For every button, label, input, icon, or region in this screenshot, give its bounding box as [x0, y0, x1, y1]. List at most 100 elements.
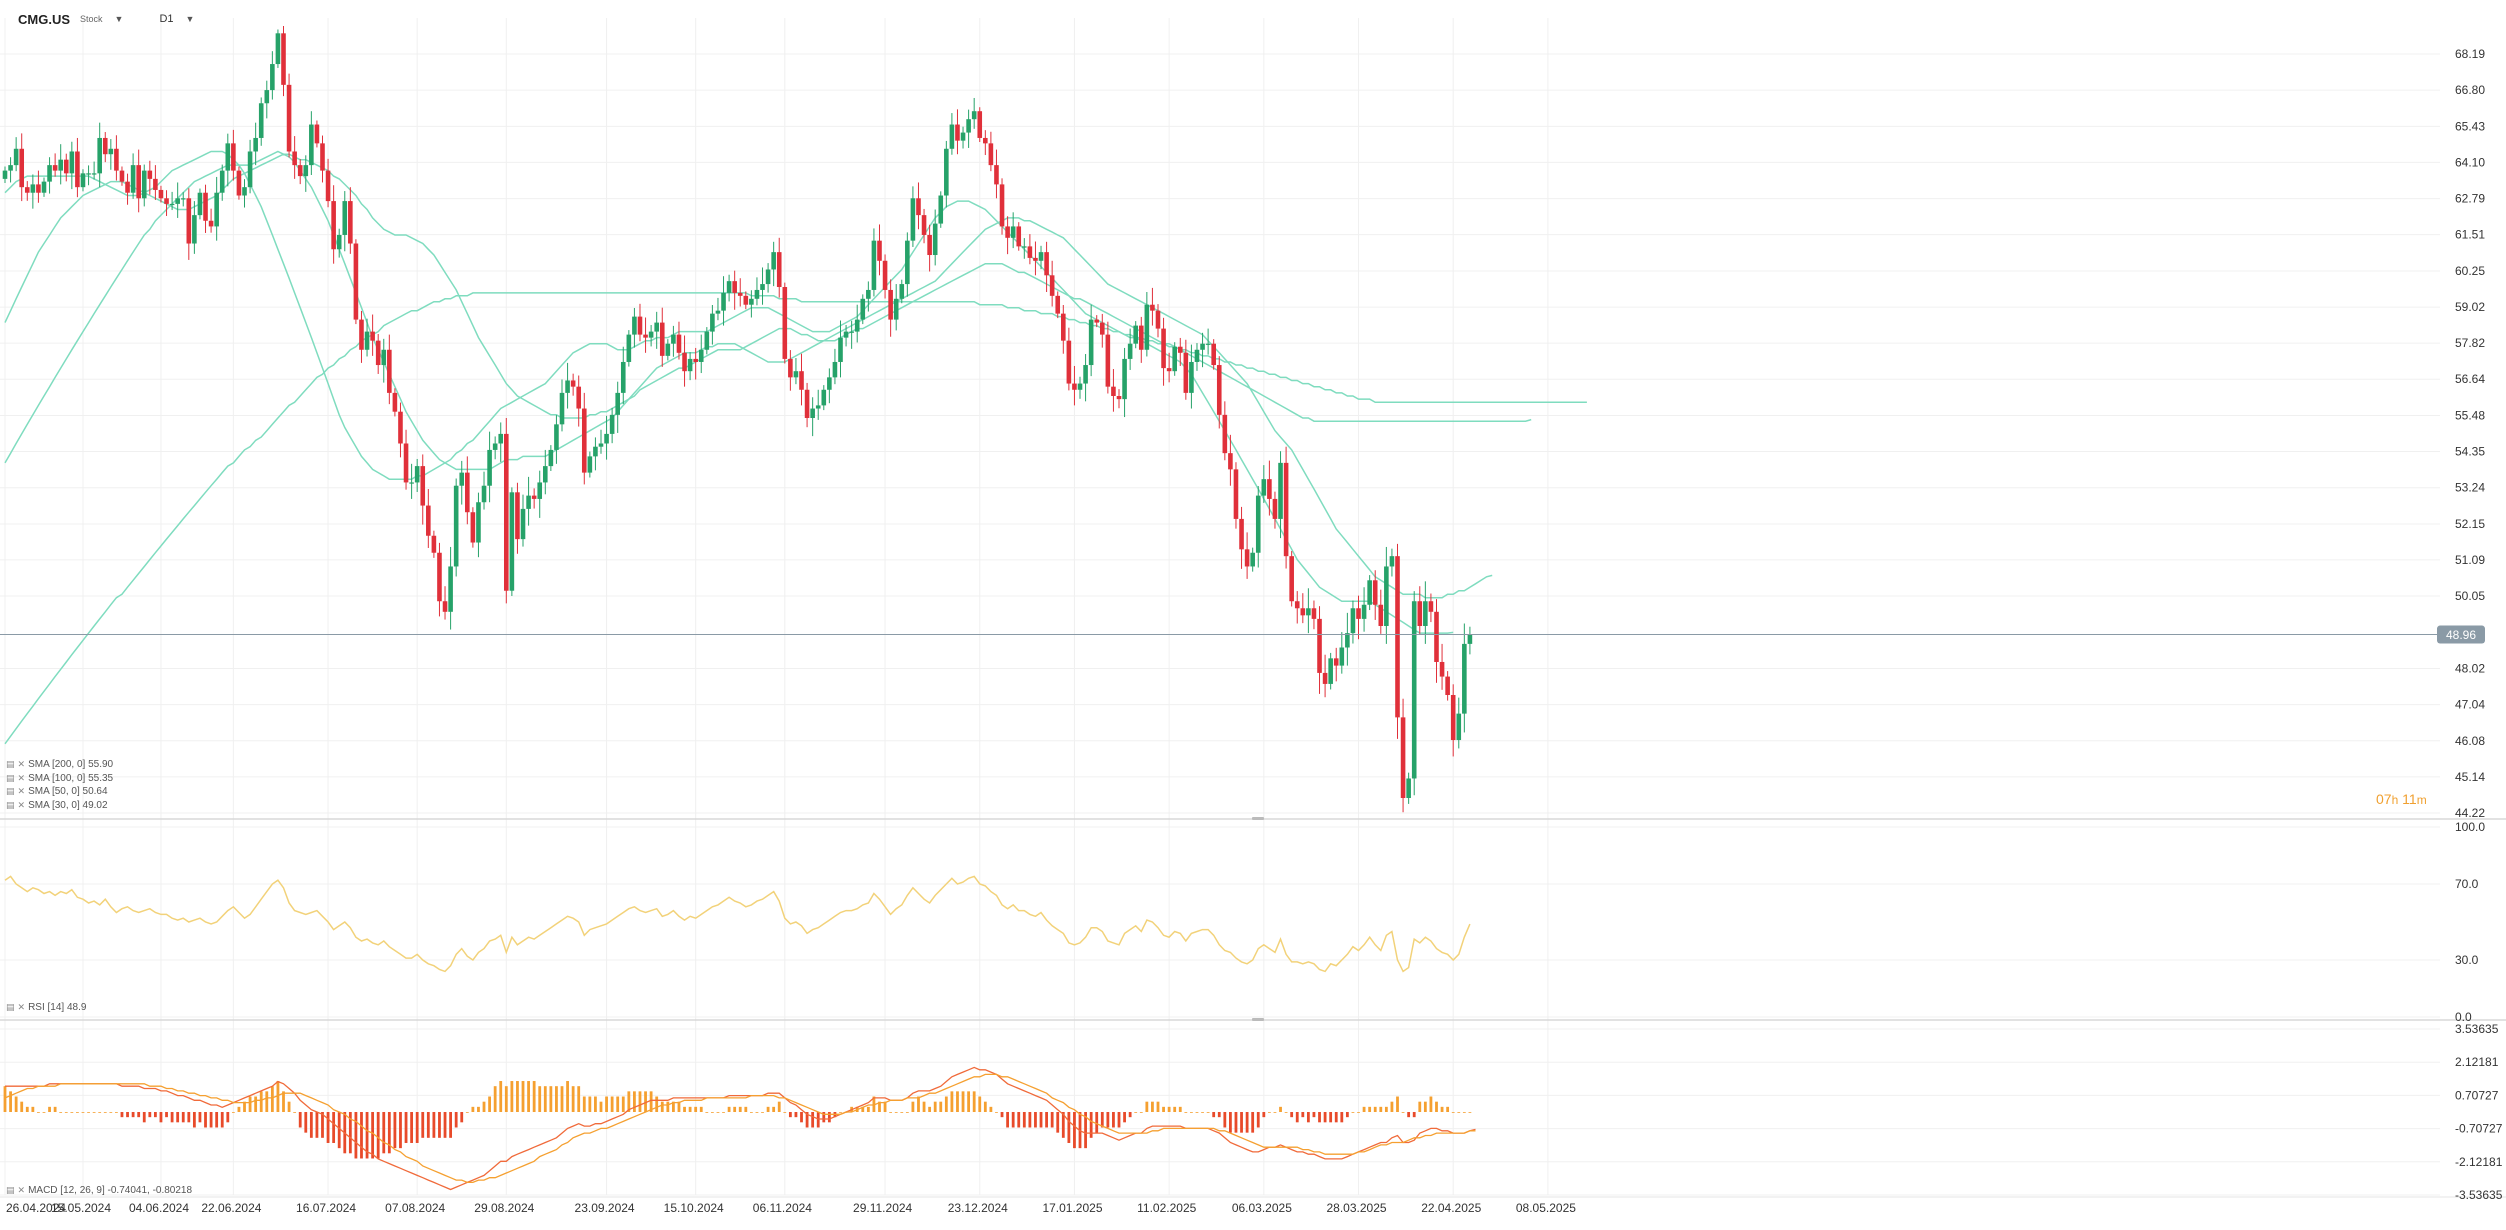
rsi-line	[4, 875, 1471, 973]
candle-up	[520, 508, 526, 540]
candle-up	[242, 187, 247, 196]
candle-up	[192, 215, 197, 244]
macd-signal-line	[4, 1073, 1476, 1184]
macd-histogram-bar	[1351, 1112, 1355, 1113]
candle-up	[1205, 343, 1211, 345]
timeframe-label[interactable]: D1	[159, 13, 174, 25]
macd-histogram-bar	[894, 1112, 898, 1113]
macd-histogram-bar	[727, 1106, 731, 1112]
macd-histogram-bar	[293, 1112, 297, 1113]
date-axis-tick-label: 07.08.2024	[385, 1201, 445, 1215]
macd-histogram-bar	[120, 1112, 124, 1118]
candle-down	[877, 240, 882, 261]
macd-histogram-bar	[922, 1101, 926, 1112]
macd-histogram-bar	[1112, 1112, 1115, 1128]
candle-down	[788, 358, 793, 378]
candle-down	[292, 151, 297, 166]
macd-histogram-bar	[70, 1112, 74, 1113]
macd-histogram-bar	[1084, 1112, 1087, 1149]
candle-down	[314, 124, 320, 144]
candle-down	[24, 187, 30, 193]
candle-down	[659, 322, 665, 356]
candle-up	[175, 198, 180, 204]
candle-down	[387, 349, 392, 393]
candle-up	[810, 408, 815, 419]
candle-down	[331, 201, 336, 250]
date-axis-tick-label: 08.05.2025	[1516, 1201, 1576, 1215]
close-icon[interactable]: ✕	[17, 799, 26, 810]
macd-histogram-bar	[1329, 1112, 1333, 1123]
candle-down	[1005, 226, 1010, 238]
candle-up	[498, 433, 504, 444]
date-axis-tick-label: 06.03.2025	[1232, 1201, 1292, 1215]
candle-up	[1172, 346, 1177, 372]
macd-histogram-bar	[371, 1112, 375, 1159]
settings-icon[interactable]: ▤	[6, 772, 15, 783]
macd-histogram-bar	[716, 1112, 720, 1113]
candle-up	[476, 502, 481, 543]
macd-histogram-bar	[1045, 1112, 1048, 1128]
macd-histogram-bar	[905, 1112, 909, 1113]
candle-down	[515, 492, 520, 540]
candle-up	[219, 170, 225, 193]
candle-down	[431, 535, 437, 553]
candle-down	[359, 319, 364, 350]
macd-histogram-bar	[321, 1112, 324, 1138]
price-axis-tick-label: 55.48	[2455, 408, 2485, 422]
macd-histogram-bar	[92, 1112, 96, 1113]
candle-up	[1456, 713, 1462, 741]
candle-down	[737, 292, 743, 296]
price-axis-tick-label: 56.64	[2455, 372, 2485, 386]
macd-axis-tick-label: -3.53635	[2455, 1188, 2503, 1202]
macd-legend-label: MACD [12, 26, 9] -0.74041, -0.80218	[28, 1185, 193, 1196]
macd-histogram-bar	[142, 1112, 146, 1123]
macd-histogram-bar	[1240, 1112, 1243, 1133]
candle-down	[994, 165, 999, 185]
settings-icon[interactable]: ▤	[6, 786, 15, 796]
close-icon[interactable]: ✕	[17, 786, 26, 796]
candle-up	[1306, 608, 1311, 616]
macd-axis-tick-label: -2.12181	[2455, 1155, 2503, 1169]
candle-down	[888, 289, 893, 320]
settings-icon[interactable]: ▤	[6, 799, 15, 810]
date-axis-tick-label: 15.05.2024	[51, 1201, 111, 1215]
candle-down	[643, 334, 648, 338]
macd-histogram-bar	[220, 1112, 224, 1128]
macd-histogram-bar	[1184, 1112, 1188, 1113]
candle-up	[899, 284, 905, 299]
macd-axis-tick-label: 3.53635	[2455, 1022, 2499, 1036]
macd-histogram-bar	[961, 1091, 965, 1112]
settings-icon[interactable]: ▤	[6, 1185, 15, 1195]
pane-resize-handle	[1252, 817, 1264, 820]
macd-histogram-bar	[1162, 1106, 1165, 1112]
sma-legend-label: SMA [30, 0] 49.02	[28, 799, 108, 811]
close-icon[interactable]: ✕	[17, 772, 26, 783]
close-icon[interactable]: ✕	[17, 759, 26, 769]
price-axis-tick-label: 59.02	[2455, 300, 2485, 314]
candle-up	[960, 132, 966, 141]
candle-up	[620, 361, 626, 393]
macd-histogram-bar	[248, 1096, 252, 1112]
macd-histogram-bar	[655, 1096, 659, 1112]
candle-up	[537, 482, 543, 499]
symbol-label[interactable]: CMG.US	[18, 11, 70, 27]
close-icon[interactable]: ✕	[17, 1002, 26, 1012]
candle-up	[481, 485, 487, 503]
candle-up	[381, 349, 387, 366]
close-icon[interactable]: ✕	[17, 1185, 26, 1195]
macd-histogram-bar	[1267, 1112, 1271, 1113]
symbol-dropdown-chevron-down-icon[interactable]: ▼	[114, 14, 124, 24]
macd-histogram-bar	[1011, 1112, 1015, 1128]
settings-icon[interactable]: ▤	[6, 759, 15, 769]
macd-histogram-bar	[76, 1112, 79, 1113]
settings-icon[interactable]: ▤	[6, 1002, 15, 1012]
candle-down	[158, 189, 164, 199]
candle-down	[799, 371, 804, 390]
timeframe-dropdown-chevron-down-icon[interactable]: ▼	[185, 14, 195, 24]
candle-down	[52, 165, 58, 171]
macd-histogram-bar	[1139, 1112, 1143, 1113]
macd-histogram-bar	[270, 1086, 274, 1112]
macd-histogram-bar	[761, 1112, 764, 1113]
